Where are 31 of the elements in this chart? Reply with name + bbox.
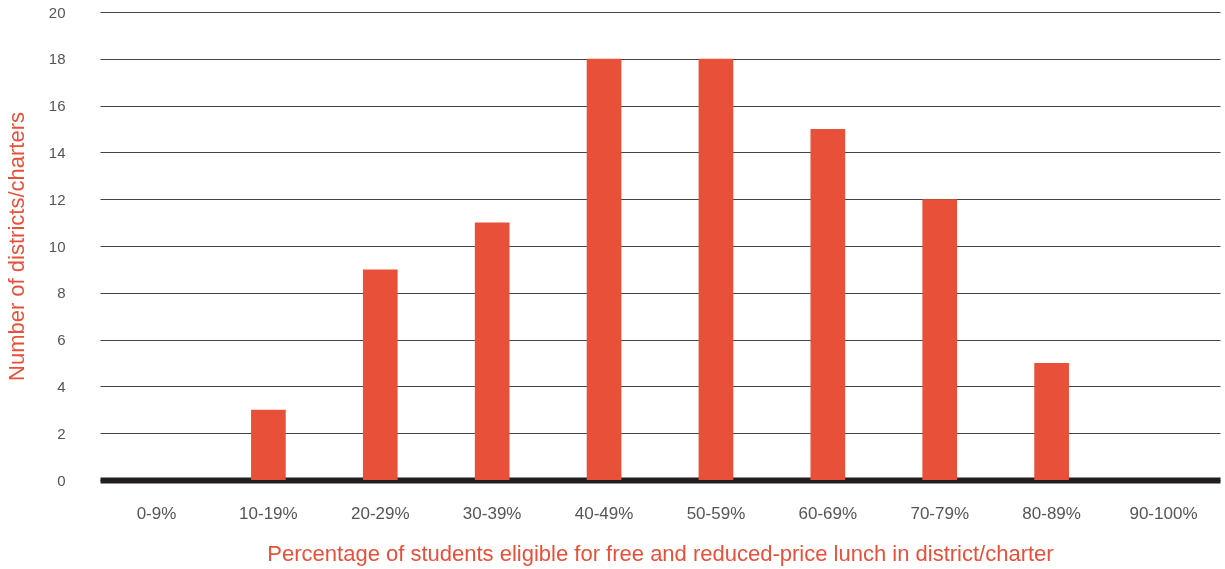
y-tick-label: 8 <box>57 284 66 302</box>
y-tick-label: 6 <box>57 331 66 349</box>
x-tick-label: 70-79% <box>910 503 970 523</box>
x-tick-label: 40-49% <box>574 503 634 523</box>
bar <box>586 58 622 480</box>
bar <box>251 409 286 480</box>
bar <box>362 269 398 480</box>
x-tick-label: 0-9% <box>136 503 177 523</box>
bar <box>922 199 958 480</box>
y-tick-label: 10 <box>48 237 66 255</box>
y-tick-label: 0 <box>57 471 66 489</box>
bar <box>1034 363 1069 480</box>
x-tick-label: 60-69% <box>798 503 858 523</box>
x-tick-label: 30-39% <box>462 503 522 523</box>
y-tick-label: 16 <box>48 97 66 115</box>
y-tick-label: 4 <box>57 377 66 395</box>
x-tick-label: 50-59% <box>686 503 746 523</box>
y-tick-label: 2 <box>57 424 66 442</box>
y-tick-label: 12 <box>48 190 66 208</box>
bar <box>810 129 846 480</box>
x-tick-label: 10-19% <box>239 503 298 523</box>
bar <box>474 222 510 480</box>
y-tick-label: 14 <box>48 143 66 161</box>
x-tick-label: 80-89% <box>1022 503 1081 523</box>
x-tick-label: 20-29% <box>350 503 410 523</box>
y-axis-title: Number of districts/charters <box>3 112 29 381</box>
y-tick-label: 20 <box>48 3 66 21</box>
x-tick-label: 90-100% <box>1129 503 1198 523</box>
y-tick-label: 18 <box>48 50 66 68</box>
bar <box>698 58 734 480</box>
x-axis-title: Percentage of students eligible for free and reduced-price lunch in district/charter <box>267 540 1054 566</box>
